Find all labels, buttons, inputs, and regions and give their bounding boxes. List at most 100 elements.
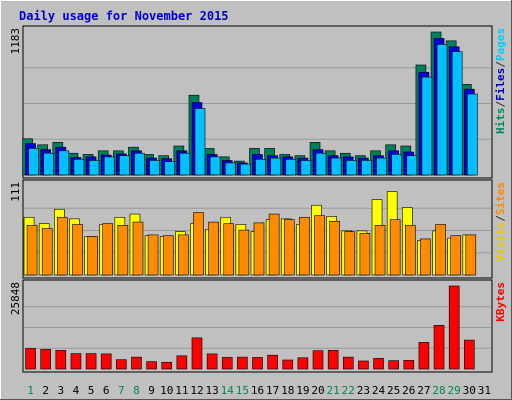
bar-pages-day-18 [285, 158, 297, 176]
bar-kbytes-day-15 [237, 356, 248, 370]
panel-top-ymax-label: 1183 [9, 28, 22, 55]
x-tick-label: 26 [402, 384, 415, 397]
bar-pages-day-16 [255, 158, 266, 176]
panel-top-legend: Hits/Files/Pages [494, 28, 507, 134]
bar-sites-day-27 [420, 238, 431, 276]
bar-pages-day-2 [43, 152, 54, 176]
bar-kbytes-day-23 [358, 360, 369, 370]
bar-pages-day-26 [406, 155, 418, 176]
bar-pages-day-7 [119, 155, 130, 176]
bar-sites-day-10 [162, 235, 174, 276]
x-tick-label: 2 [42, 384, 49, 397]
legend-entry: Visits [494, 222, 507, 262]
bar-pages-day-15 [240, 163, 251, 176]
bar-pages-day-1 [28, 148, 39, 176]
bar-kbytes-day-21 [327, 350, 339, 370]
x-tick-label: 29 [448, 384, 461, 397]
x-tick-label: 21 [327, 384, 340, 397]
bar-sites-day-24 [374, 224, 386, 276]
bar-sites-day-18 [283, 219, 295, 276]
bar-pages-day-9 [149, 160, 160, 176]
bar-kbytes-day-12 [191, 337, 203, 370]
bar-pages-day-10 [164, 161, 176, 176]
bar-sites-day-17 [268, 213, 280, 276]
legend-entry: KBytes [494, 282, 507, 322]
x-tick-label: 28 [432, 384, 445, 397]
bar-sites-day-11 [178, 234, 189, 276]
bar-kbytes-day-28 [433, 325, 445, 370]
bar-kbytes-day-16 [252, 357, 263, 370]
bar-kbytes-day-9 [146, 361, 157, 370]
bar-pages-day-5 [88, 160, 100, 176]
x-tick-label: 14 [221, 384, 235, 397]
x-tick-label: 18 [281, 384, 294, 397]
bar-kbytes-day-20 [312, 350, 324, 370]
bar-sites-day-25 [389, 219, 401, 276]
bar-kbytes-day-5 [85, 353, 97, 370]
bar-sites-day-22 [344, 231, 356, 276]
chart-title: Daily usage for November 2015 [19, 9, 229, 23]
bar-sites-day-5 [87, 236, 98, 276]
bar-pages-day-11 [179, 152, 191, 176]
bar-pages-day-13 [209, 156, 221, 176]
bar-pages-day-29 [451, 51, 463, 176]
bar-sites-day-29 [450, 235, 461, 276]
x-tick-label: 16 [251, 384, 264, 397]
x-tick-label: 3 [58, 384, 65, 397]
x-tick-label: 13 [205, 384, 218, 397]
x-tick-label: 11 [175, 384, 188, 397]
bar-sites-day-16 [253, 222, 265, 276]
x-tick-label: 31 [478, 384, 491, 397]
x-tick-label: 24 [372, 384, 386, 397]
bar-sites-day-28 [435, 224, 446, 276]
bar-kbytes-day-27 [418, 342, 430, 370]
bar-sites-day-26 [404, 224, 416, 276]
bar-kbytes-day-11 [176, 355, 188, 370]
x-tick-label: 30 [463, 384, 476, 397]
legend-entry: / [494, 215, 507, 222]
bar-pages-day-28 [436, 44, 448, 176]
bar-kbytes-day-14 [221, 357, 233, 370]
bar-kbytes-day-17 [267, 354, 278, 370]
x-tick-label: 8 [133, 384, 140, 397]
x-tick-label: 25 [387, 384, 400, 397]
panel-mid-legend: Visits/Sites [494, 182, 507, 262]
bar-kbytes-day-2 [40, 349, 51, 370]
x-tick-label: 5 [88, 384, 95, 397]
x-tick-label: 19 [296, 384, 309, 397]
bar-pages-day-21 [330, 157, 342, 176]
bar-sites-day-4 [72, 224, 83, 276]
legend-entry: Files [494, 68, 507, 101]
bar-sites-day-9 [147, 234, 159, 276]
bar-pages-day-24 [376, 157, 387, 176]
panel-top: 1183 Hits/Files/Pages [9, 25, 507, 179]
bar-sites-day-21 [329, 220, 340, 276]
bar-sites-day-6 [102, 223, 114, 276]
bar-pages-day-3 [58, 150, 70, 176]
bar-kbytes-day-13 [206, 353, 218, 370]
x-tick-label: 10 [160, 384, 173, 397]
bar-sites-day-3 [57, 216, 68, 276]
legend-entry: Pages [494, 28, 507, 61]
legend-entry: Hits [494, 108, 507, 135]
bar-sites-day-19 [299, 216, 310, 276]
bar-sites-day-12 [193, 212, 204, 276]
bar-kbytes-day-22 [342, 356, 354, 370]
bar-kbytes-day-8 [131, 356, 142, 370]
bar-pages-day-12 [194, 108, 206, 176]
x-tick-label: 27 [417, 384, 430, 397]
x-tick-label: 22 [342, 384, 355, 397]
bar-sites-day-1 [26, 224, 38, 276]
x-tick-label: 12 [190, 384, 203, 397]
series-kbytes [25, 285, 475, 370]
x-tick-label: 1 [27, 384, 34, 397]
bar-pages-day-19 [300, 160, 312, 176]
bar-pages-day-27 [421, 76, 433, 176]
bar-sites-day-15 [238, 229, 250, 276]
x-tick-label: 9 [148, 384, 155, 397]
bar-pages-day-4 [73, 158, 85, 176]
panel-bot-legend: KBytes [494, 282, 507, 322]
bar-pages-day-22 [345, 160, 357, 176]
bar-kbytes-day-29 [448, 285, 460, 370]
